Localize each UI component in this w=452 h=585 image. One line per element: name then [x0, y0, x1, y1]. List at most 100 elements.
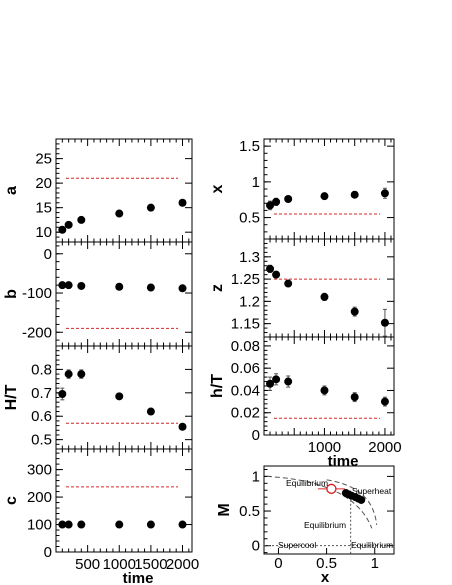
panel-frame: [263, 238, 395, 338]
data-point: [380, 318, 389, 327]
y-tick-label: 1.2: [239, 293, 260, 310]
phase-point: [357, 495, 366, 504]
data-point: [320, 292, 329, 301]
data-point: [64, 281, 73, 290]
data-point: [115, 520, 124, 529]
phase-boundary: [266, 475, 373, 529]
data-point: [115, 282, 124, 291]
data-point: [58, 520, 67, 529]
x-tick-label: 2000: [368, 439, 401, 456]
phase-annotation: Equilibrium: [304, 520, 346, 530]
data-point: [350, 393, 359, 402]
y-tick-label: 0.04: [231, 382, 260, 399]
data-point: [380, 397, 389, 406]
phase-annotation: Supercool: [278, 540, 316, 550]
data-point: [320, 192, 329, 201]
data-point: [146, 520, 155, 529]
y-axis-label: H/T: [3, 384, 20, 410]
x-tick-label: 1000: [308, 439, 341, 456]
data-point: [178, 520, 187, 529]
x-tick-label: 0.5: [316, 555, 337, 572]
y-tick-label: -100: [22, 285, 52, 302]
y-axis-label: c: [3, 496, 20, 505]
panel-frame: [263, 465, 395, 555]
y-tick-label: 1: [252, 174, 260, 191]
panel-phase: 0 0.5 1 M 0 0.5 1 x Equilibrium Superheat Equilibr…: [216, 465, 395, 585]
y-axis-label: h/T: [209, 374, 226, 398]
phase-annotation: Equilibrium: [351, 540, 393, 550]
data-point: [58, 225, 67, 234]
y-tick-label: 200: [27, 489, 52, 506]
y-tick-label: 0.02: [231, 405, 260, 422]
y-tick-label: 15: [35, 200, 52, 217]
data-point: [178, 198, 187, 207]
data-point: [266, 201, 275, 210]
panel-frame: [263, 138, 395, 240]
y-tick-label: 0: [44, 544, 52, 561]
y-tick-label: 1: [252, 468, 260, 485]
y-tick-label: 10: [35, 224, 52, 241]
data-point: [64, 520, 73, 529]
data-point: [284, 195, 293, 203]
y-tick-label: 1.15: [231, 316, 260, 333]
data-point: [284, 279, 293, 288]
y-tick-label: 0.06: [231, 360, 260, 377]
y-tick-label: 1.25: [231, 271, 260, 288]
y-tick-label: 0: [252, 538, 260, 555]
y-tick-label: 100: [27, 517, 52, 534]
y-axis-label: z: [209, 284, 226, 292]
data-point: [272, 375, 281, 384]
x-tick-label: 0: [274, 555, 282, 572]
y-tick-label: 0: [252, 427, 260, 444]
data-point: [380, 189, 389, 198]
x-tick-label: 1500: [134, 556, 167, 573]
data-point: [77, 370, 86, 379]
data-point: [146, 407, 155, 416]
data-point: [146, 283, 155, 292]
y-axis-label: b: [3, 289, 20, 299]
panel-x: 0.5 1 1.5 x: [209, 138, 395, 240]
data-point: [146, 203, 155, 212]
data-point: [77, 215, 86, 224]
phase-annotation: Superheat: [352, 486, 392, 496]
y-tick-label: 0.6: [31, 408, 52, 425]
y-tick-label: 1.3: [239, 249, 260, 266]
data-point: [266, 264, 275, 273]
y-axis-label: x: [209, 184, 226, 193]
y-tick-label: 25: [35, 151, 52, 168]
panel-a: 10 15 20 25 a: [3, 138, 193, 243]
panel-frame: [55, 448, 193, 553]
panel-ht: 0.5 0.6 0.7 0.8 H/T: [3, 345, 193, 450]
highlight-point: [326, 483, 337, 495]
y-tick-label: 20: [35, 175, 52, 192]
data-point: [178, 422, 187, 431]
y-tick-label: 0.5: [239, 210, 260, 227]
x-axis-label: time: [123, 570, 154, 585]
phase-annotation: Equilibrium: [286, 478, 328, 488]
data-point: [115, 209, 124, 218]
panel-frame: [55, 241, 193, 347]
panel-z: 1.15 1.2 1.25 1.3 z: [209, 238, 395, 338]
y-tick-label: -200: [22, 324, 52, 341]
panel-frame: [263, 336, 395, 436]
data-point: [178, 284, 187, 293]
x-tick-label: 1: [371, 555, 379, 572]
data-point: [350, 307, 359, 316]
y-axis-label: a: [3, 186, 20, 195]
data-point: [64, 370, 73, 379]
phase-boundary: [326, 479, 378, 525]
x-tick-label: 500: [75, 556, 100, 573]
y-tick-label: 0.7: [31, 385, 52, 402]
x-axis-label: time: [328, 453, 359, 470]
data-point: [350, 190, 359, 199]
data-point: [115, 392, 124, 401]
panel-frame: [55, 138, 193, 243]
panel-hT: 0 0.02 0.04 0.06 0.08 h/T 1000 2000 time: [209, 336, 402, 470]
data-point: [64, 220, 73, 229]
data-point: [272, 197, 281, 206]
y-axis-label: M: [216, 503, 233, 516]
panel-frame: [55, 345, 193, 450]
y-tick-label: 300: [27, 462, 52, 479]
